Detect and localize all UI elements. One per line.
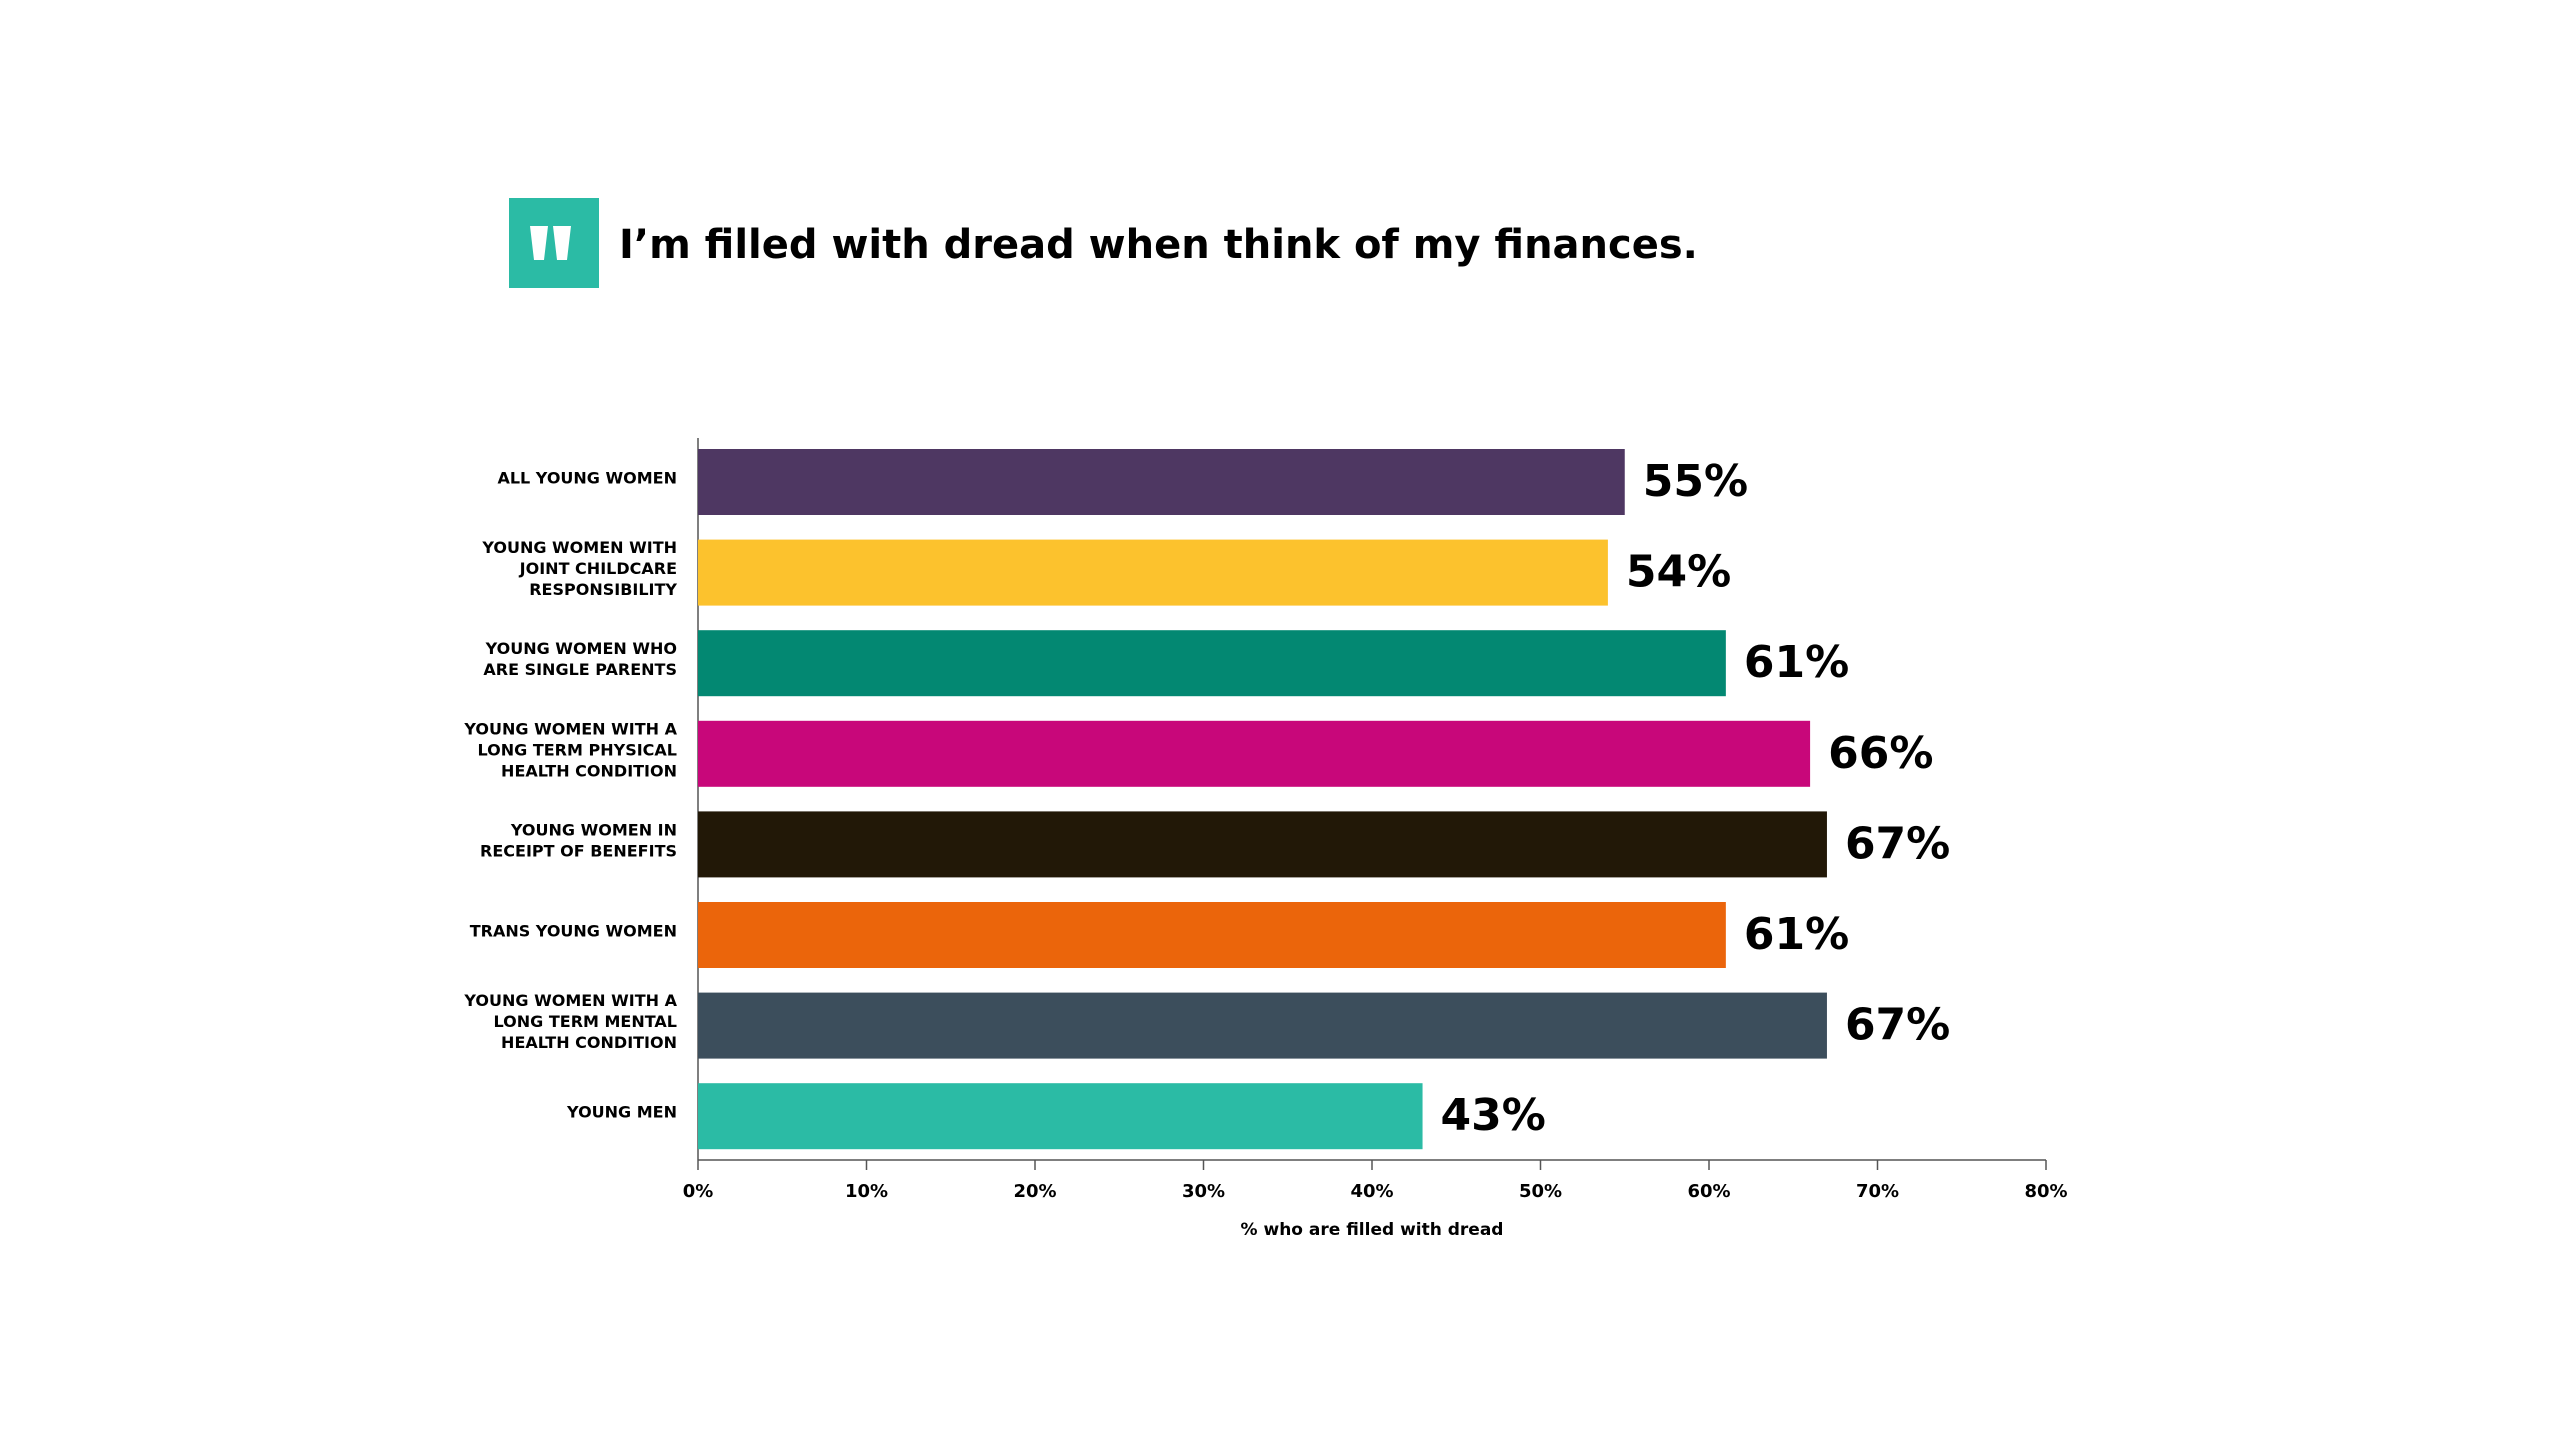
y-tick-label: RECEIPT OF BENEFITS <box>480 841 677 860</box>
bar <box>698 1083 1423 1150</box>
logo <box>509 198 599 288</box>
value-label: 54% <box>1626 547 1731 598</box>
bar <box>698 992 1827 1059</box>
logo-mark <box>530 226 571 260</box>
x-tick-label: 20% <box>1013 1181 1056 1202</box>
bar <box>698 449 1625 515</box>
bar <box>698 630 1726 697</box>
value-label: 66% <box>1828 728 1933 779</box>
y-tick-label: YOUNG WOMEN IN <box>510 820 677 839</box>
value-label: 61% <box>1744 637 1849 688</box>
value-label: 55% <box>1643 456 1748 507</box>
x-tick-label: 80% <box>2024 1181 2067 1202</box>
y-tick-label: YOUNG WOMEN WITH A <box>463 991 677 1010</box>
y-tick-label: RESPONSIBILITY <box>529 580 677 599</box>
y-tick-label: YOUNG WOMEN WITH <box>481 538 677 557</box>
chart-title: I’m filled with dread when think of my f… <box>619 222 1698 268</box>
x-tick-label: 50% <box>1519 1181 1562 1202</box>
value-label: 67% <box>1845 1000 1950 1051</box>
value-label: 61% <box>1744 909 1849 960</box>
bar <box>698 811 1827 878</box>
y-tick-label: ALL YOUNG WOMEN <box>497 469 677 488</box>
value-label: 67% <box>1845 818 1950 869</box>
y-tick-label: YOUNG MEN <box>566 1103 677 1122</box>
y-tick-label: JOINT CHILDCARE <box>519 559 677 578</box>
x-tick-label: 10% <box>845 1181 888 1202</box>
y-tick-label: LONG TERM MENTAL <box>494 1012 677 1031</box>
bar <box>698 539 1608 606</box>
y-tick-label: HEALTH CONDITION <box>501 761 677 780</box>
x-tick-label: 70% <box>1856 1181 1899 1202</box>
x-tick-label: 0% <box>683 1181 714 1202</box>
y-tick-label: ARE SINGLE PARENTS <box>483 660 677 679</box>
y-tick-label: YOUNG WOMEN WITH A <box>463 719 677 738</box>
y-tick-label: HEALTH CONDITION <box>501 1033 677 1052</box>
y-tick-label: LONG TERM PHYSICAL <box>478 740 677 759</box>
logo-box <box>509 198 599 288</box>
x-tick-label: 40% <box>1350 1181 1393 1202</box>
bar <box>698 902 1726 968</box>
x-tick-label: 60% <box>1687 1181 1730 1202</box>
bar <box>698 720 1811 787</box>
x-axis-title: % who are filled with dread <box>1241 1220 1504 1240</box>
x-tick-label: 30% <box>1182 1181 1225 1202</box>
value-label: 43% <box>1441 1090 1546 1141</box>
y-tick-label: YOUNG WOMEN WHO <box>485 639 677 658</box>
y-tick-label: TRANS YOUNG WOMEN <box>470 922 677 941</box>
